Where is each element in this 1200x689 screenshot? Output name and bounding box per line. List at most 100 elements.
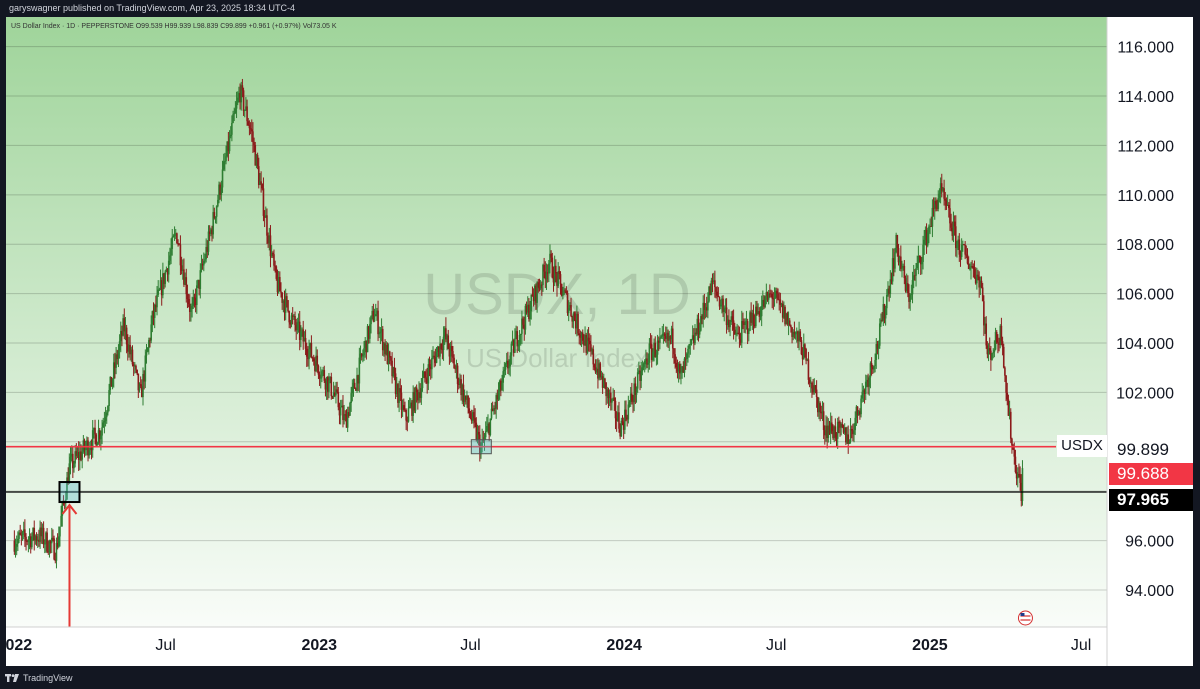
candle-body <box>951 227 954 236</box>
candle-body <box>410 402 412 407</box>
candle-body <box>517 344 520 347</box>
candle-body <box>298 321 301 340</box>
candle-body <box>245 106 247 110</box>
candle-body <box>984 323 986 326</box>
candle-body <box>264 215 267 218</box>
candle-body <box>460 379 462 396</box>
candle-body <box>998 343 1000 346</box>
candle-body <box>385 345 388 355</box>
candle-body <box>204 259 206 261</box>
candle-body <box>833 426 835 439</box>
candle-body <box>338 407 341 416</box>
candle-body <box>621 420 624 423</box>
candle-body <box>800 340 803 355</box>
candle-body <box>395 384 398 395</box>
candle-body <box>595 368 598 373</box>
candle-body <box>131 349 134 365</box>
candle-body <box>119 330 122 342</box>
candle-body <box>653 342 655 352</box>
candle-body <box>576 313 578 329</box>
candle-body <box>528 304 530 320</box>
candle-body <box>287 300 289 312</box>
candle-body <box>533 285 536 302</box>
candle-body <box>53 538 55 560</box>
candle-body <box>550 253 552 258</box>
close-price-label: 99.688 <box>1109 463 1193 485</box>
candle-body <box>450 346 453 352</box>
candle-body <box>275 266 278 279</box>
candle-body <box>612 397 614 400</box>
candle-body <box>914 275 916 277</box>
marker-box <box>58 481 81 504</box>
candle-body <box>294 316 296 326</box>
markers[interactable] <box>58 439 492 627</box>
candle-body <box>721 298 723 305</box>
candle-body <box>615 418 618 421</box>
candle-body <box>212 212 214 235</box>
candle-body <box>673 348 675 355</box>
candle-body <box>591 349 593 352</box>
candle-body <box>647 362 650 365</box>
candle-body <box>564 290 566 292</box>
candle-body <box>700 316 702 331</box>
candle-body <box>841 423 844 428</box>
candle-body <box>1000 325 1003 342</box>
candle-body <box>19 532 22 535</box>
candle-body <box>54 559 57 561</box>
candle-body <box>162 273 164 296</box>
candle-body <box>190 309 192 312</box>
candle-body <box>717 295 720 298</box>
candle-body <box>311 357 314 359</box>
candle-body <box>574 319 577 329</box>
candle-body <box>502 371 505 383</box>
candle-body <box>501 382 503 390</box>
candle-body <box>180 265 183 271</box>
candle-body <box>511 340 514 344</box>
candle-body <box>638 370 640 373</box>
candle-body <box>138 384 141 391</box>
candle-body <box>917 255 920 264</box>
candle-body <box>489 418 492 436</box>
candle-body <box>827 425 830 439</box>
candle-body <box>345 415 348 428</box>
candle-body <box>336 389 338 392</box>
candle-body <box>537 282 540 288</box>
chart-frame[interactable]: USDX, 1D US Dollar Index 94.000 96.000 102… <box>6 17 1193 666</box>
candle-body <box>802 344 805 360</box>
y-tick-label: 108.000 <box>1116 237 1174 254</box>
candle-body <box>281 292 283 303</box>
candle-body <box>289 322 292 325</box>
candle-body <box>393 367 396 374</box>
candle-body <box>184 277 186 285</box>
candle-body <box>414 387 417 411</box>
candle-body <box>598 363 600 379</box>
candle-body <box>1016 473 1019 479</box>
candle-body <box>438 346 440 357</box>
candle-body <box>220 187 223 195</box>
candle-body <box>448 348 451 357</box>
candle-body <box>279 277 281 292</box>
candle-body <box>125 327 128 345</box>
candle-body <box>453 357 455 369</box>
candle-body <box>995 331 998 343</box>
price-chart[interactable]: USDX, 1D US Dollar Index 94.00096.000102… <box>6 17 1193 666</box>
candle-body <box>433 355 436 357</box>
candle-body <box>226 141 229 157</box>
candle-body <box>549 253 551 264</box>
candle-body <box>28 536 31 540</box>
candle-body <box>91 430 94 451</box>
horizontal-lines[interactable] <box>6 445 1193 493</box>
candle-body <box>522 318 524 325</box>
candle-body <box>743 323 745 325</box>
candle-body <box>68 463 71 484</box>
candle-body <box>1012 445 1014 450</box>
candle-body <box>318 374 321 379</box>
candle-body <box>836 421 839 439</box>
candle-body <box>197 280 199 286</box>
candle-body <box>524 305 527 330</box>
candle-body <box>155 304 157 308</box>
candle-body <box>456 365 459 385</box>
candle-body <box>89 447 92 451</box>
candle-body <box>818 403 820 413</box>
candle-body <box>88 450 91 456</box>
